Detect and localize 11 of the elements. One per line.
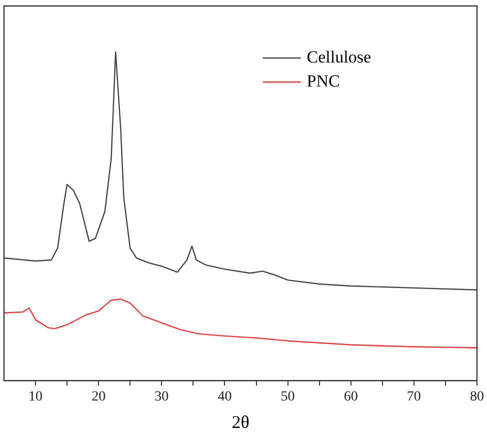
legend-label: PNC [306,71,340,90]
x-tick-label: 30 [154,390,169,405]
x-tick-label: 80 [470,390,484,405]
x-axis-title: 2θ [232,412,250,432]
x-tick-label: 60 [344,390,358,405]
x-tick-label: 40 [218,390,232,405]
x-tick-label: 20 [92,390,106,405]
legend-label: Cellulose [306,47,372,66]
x-tick-label: 70 [406,390,421,405]
x-tick-label: 50 [280,390,295,405]
x-tick-label: 10 [28,390,43,405]
